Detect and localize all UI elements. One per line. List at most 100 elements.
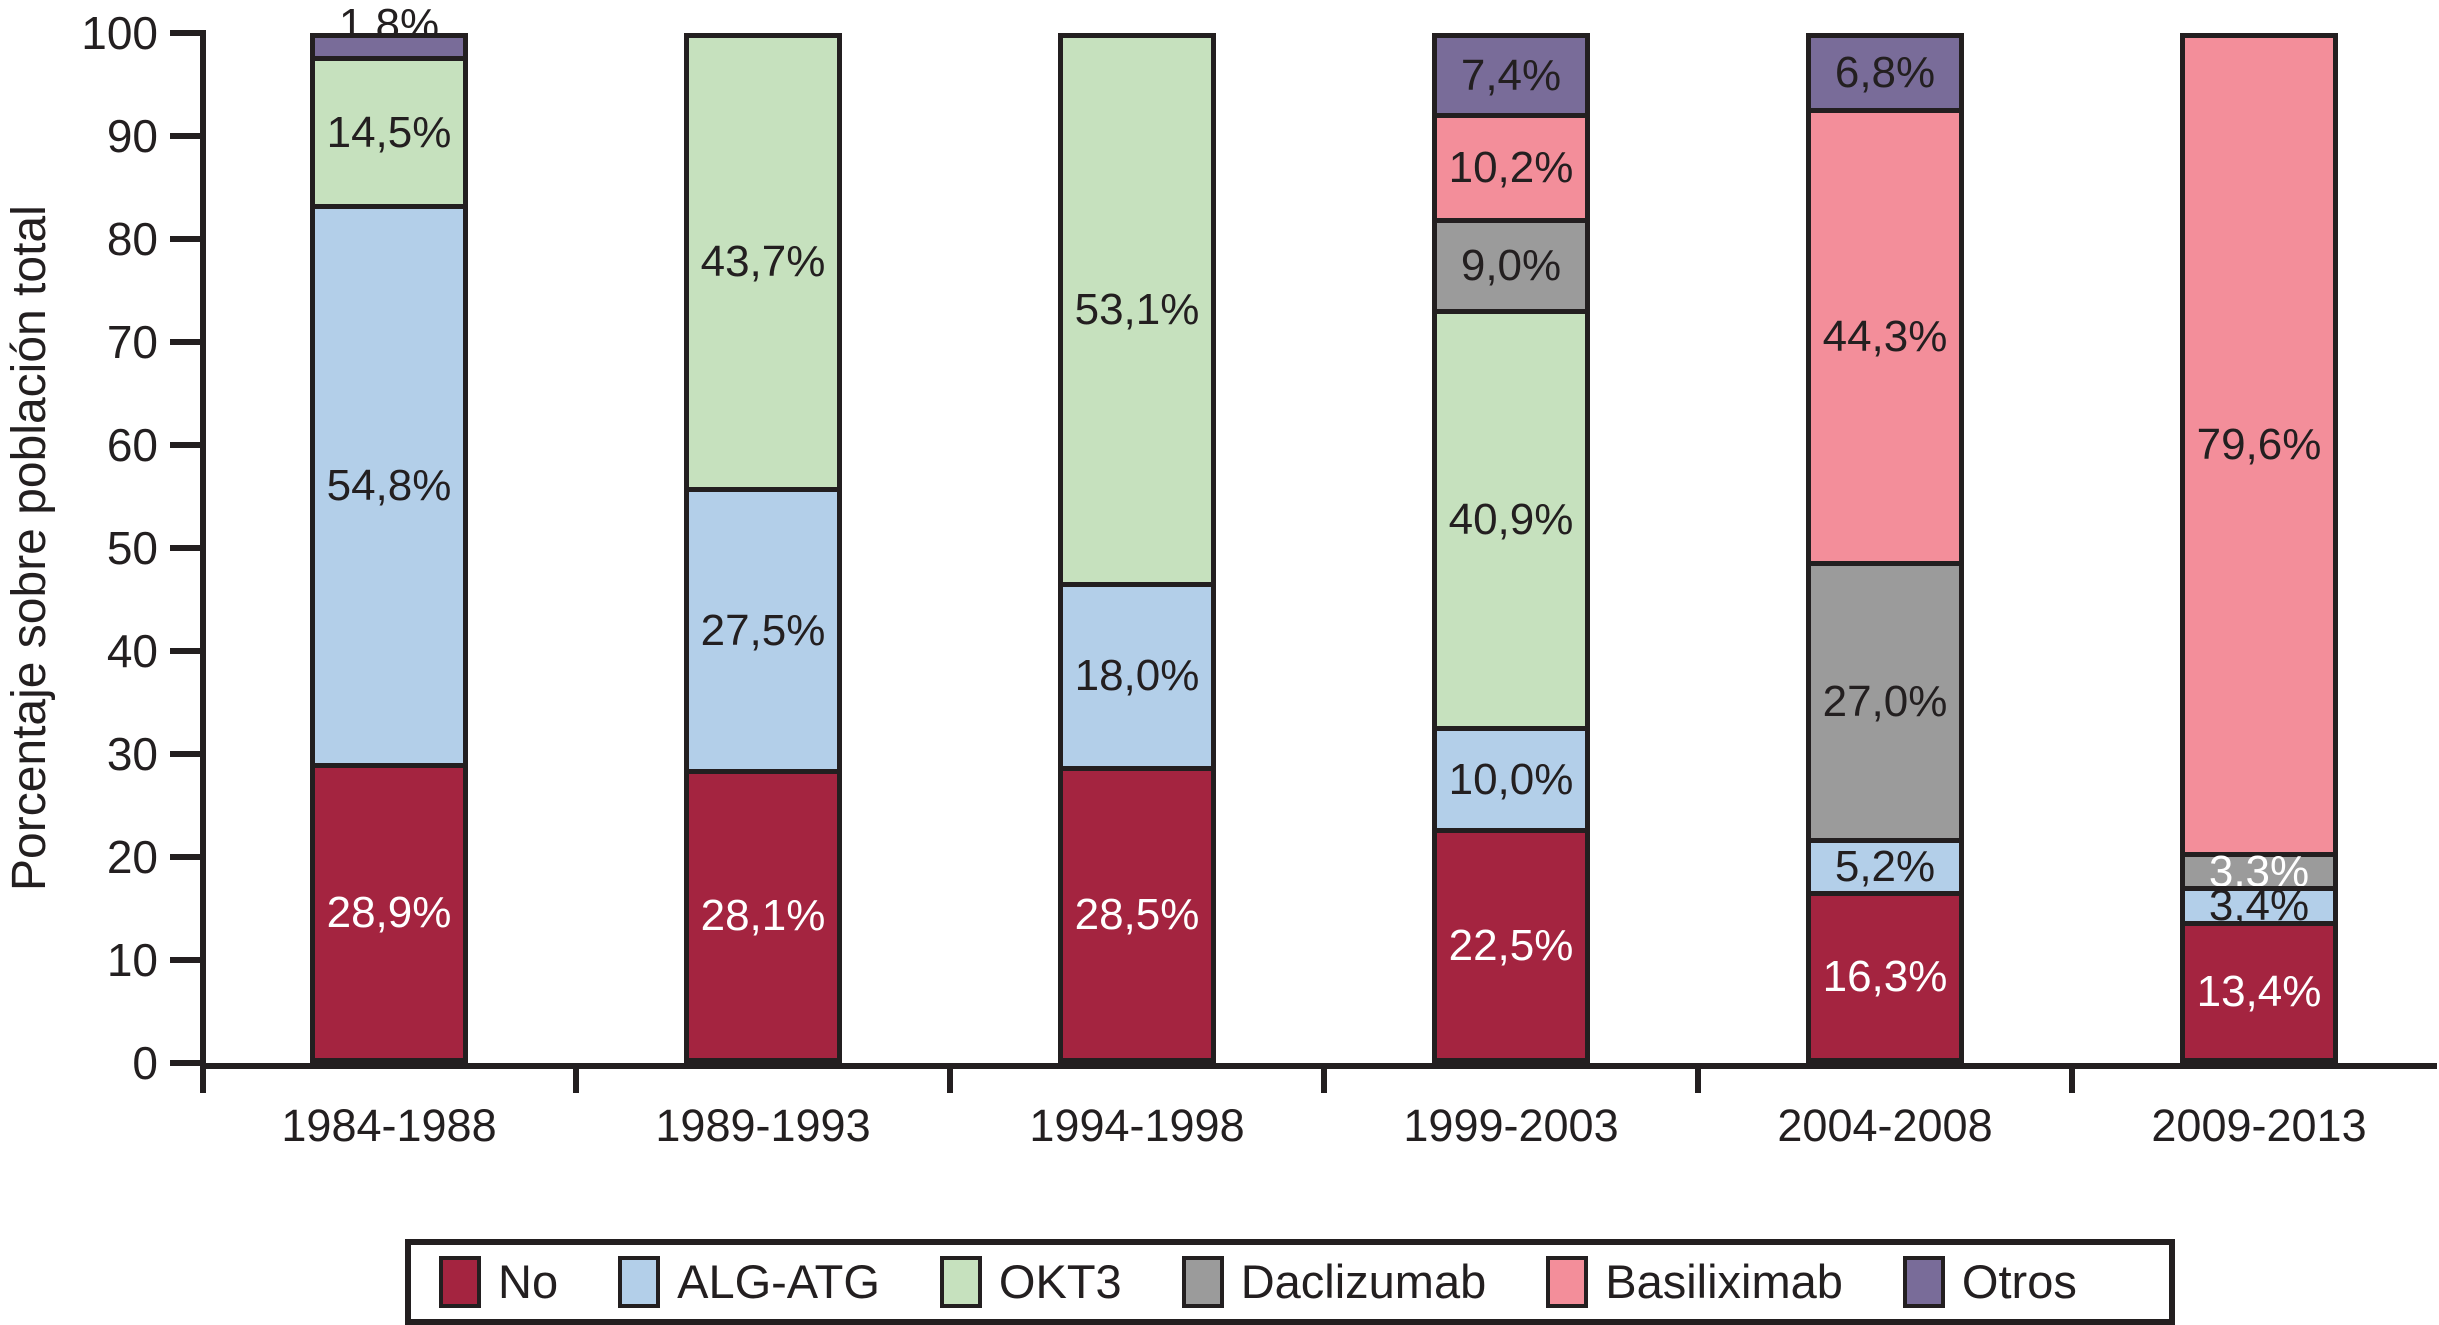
segment-label: 10,2% <box>1448 142 1574 192</box>
segment-label: 3,3% <box>2208 846 2310 896</box>
segment-Otros-1999-2003: 7,4% <box>1437 38 1585 114</box>
y-tick-label: 30 <box>106 728 158 780</box>
y-tick-label: 90 <box>106 110 158 162</box>
y-tick-label: 100 <box>81 7 158 59</box>
segment-No-2004-2008: 16,3% <box>1811 891 1959 1058</box>
legend-label: No <box>498 1255 559 1308</box>
segment-label: 14,5% <box>326 107 452 157</box>
segment-ALG-ATG-1999-2003: 10,0% <box>1437 726 1585 829</box>
segment-Otros-1984-1988 <box>315 38 463 57</box>
y-tick-label: 50 <box>106 522 158 574</box>
x-axis-line <box>200 1063 2437 1069</box>
y-tick <box>170 648 202 654</box>
segment-label: 18,0% <box>1074 651 1200 701</box>
segment-Daclizumab-2009-2013: 3,3% <box>2185 849 2333 893</box>
segment-Basiliximab-2004-2008: 44,3% <box>1811 107 1959 562</box>
x-tick <box>1321 1063 1327 1093</box>
x-category-label: 1989-1993 <box>655 1100 871 1151</box>
segment-OKT3-1999-2003: 40,9% <box>1437 309 1585 727</box>
y-tick-label: 0 <box>132 1037 158 1089</box>
y-tick-label: 40 <box>106 625 158 677</box>
bar-1984-1988: 14,5% 54,8% 28,9% <box>310 33 468 1063</box>
bar-1999-2003: 7,4% 10,2% 9,0% 40,9% 10,0% 22,5% <box>1432 33 1590 1063</box>
legend-label: ALG-ATG <box>677 1255 880 1308</box>
segment-label: 53,1% <box>1074 284 1200 334</box>
legend: No ALG-ATG OKT3 Daclizumab Basiliximab Otros <box>405 1239 2175 1325</box>
legend-swatch-Basiliximab <box>1546 1256 1589 1308</box>
legend-label: OKT3 <box>998 1255 1122 1308</box>
segment-No-2009-2013: 13,4% <box>2185 920 2333 1058</box>
x-category-label: 1994-1998 <box>1029 1100 1245 1151</box>
legend-label: Otros <box>1961 1255 2077 1308</box>
segment-OKT3-1989-1993: 43,7% <box>689 38 837 487</box>
segment-label: 5,2% <box>1834 841 1936 891</box>
segment-label: 43,7% <box>700 237 826 287</box>
segment-label: 28,9% <box>326 888 452 938</box>
y-tick-label: 60 <box>106 419 158 471</box>
segment-label: 40,9% <box>1448 495 1574 545</box>
y-tick <box>170 854 202 860</box>
bar-2004-2008: 6,8% 44,3% 27,0% 5,2% 16,3% <box>1806 33 1964 1063</box>
legend-item-Daclizumab: Daclizumab <box>1181 1256 1486 1308</box>
segment-Basiliximab-2009-2013: 79,6% <box>2185 38 2333 853</box>
segment-label: 9,0% <box>1460 240 1562 290</box>
segment-No-1994-1998: 28,5% <box>1063 766 1211 1058</box>
legend-swatch-ALG-ATG <box>618 1256 661 1308</box>
bar-1989-1993: 43,7% 27,5% 28,1% <box>684 33 842 1063</box>
segment-OKT3-1984-1988: 14,5% <box>315 56 463 205</box>
legend-swatch-Otros <box>1902 1256 1945 1308</box>
segment-Daclizumab-2004-2008: 27,0% <box>1811 561 1959 838</box>
legend-item-Otros: Otros <box>1902 1255 2077 1308</box>
y-tick-label: 80 <box>106 213 158 265</box>
segment-label: 3,4% <box>2208 881 2310 930</box>
legend-item-ALG-ATG: ALG-ATG <box>618 1256 880 1308</box>
y-tick-label: 10 <box>106 934 158 986</box>
segment-label: 28,5% <box>1074 889 1200 939</box>
segment-label: 22,5% <box>1448 920 1574 970</box>
legend-swatch-OKT3 <box>939 1256 982 1308</box>
segment-OKT3-1994-1998: 53,1% <box>1063 38 1211 582</box>
segment-label: 10,0% <box>1448 754 1574 804</box>
y-tick <box>170 957 202 963</box>
segment-label: 54,8% <box>326 461 452 511</box>
x-category-label: 2009-2013 <box>2151 1100 2367 1151</box>
x-tick <box>1695 1063 1701 1093</box>
segment-ALG-ATG-1984-1988: 54,8% <box>315 204 463 764</box>
x-tick <box>573 1063 579 1093</box>
segment-label: 44,3% <box>1822 311 1948 361</box>
segment-ALG-ATG-2009-2013: 3,4% <box>2185 884 2333 928</box>
segment-No-1989-1993: 28,1% <box>689 769 837 1058</box>
segment-label: 16,3% <box>1822 952 1948 1001</box>
y-tick <box>170 30 202 36</box>
y-tick-label: 20 <box>106 831 158 883</box>
legend-label: Basiliximab <box>1605 1255 1843 1308</box>
segment-No-1984-1988: 28,9% <box>315 763 463 1058</box>
segment-No-1999-2003: 22,5% <box>1437 828 1585 1058</box>
legend-item-OKT3: OKT3 <box>939 1255 1122 1308</box>
legend-item-Basiliximab: Basiliximab <box>1546 1256 1843 1308</box>
segment-label: 6,8% <box>1834 47 1936 97</box>
segment-Daclizumab-1999-2003: 9,0% <box>1437 217 1585 310</box>
legend-swatch-Daclizumab <box>1181 1256 1224 1308</box>
y-tick <box>170 339 202 345</box>
y-tick <box>170 133 202 139</box>
segment-label: 79,6% <box>2196 420 2322 470</box>
legend-swatch-No <box>439 1256 481 1308</box>
y-tick-label: 70 <box>106 316 158 368</box>
x-category-label: 1999-2003 <box>1403 1100 1619 1151</box>
legend-item-No: No <box>439 1256 558 1308</box>
segment-label: 27,0% <box>1822 677 1948 727</box>
y-tick <box>170 751 202 757</box>
bar-1994-1998: 53,1% 18,0% 28,5% <box>1058 33 1216 1063</box>
bar-2009-2013: 79,6% 3,3% 3,4% 13,4% <box>2180 33 2338 1063</box>
y-tick <box>170 442 202 448</box>
segment-label: 13,4% <box>2196 966 2322 1016</box>
segment-ALG-ATG-1989-1993: 27,5% <box>689 486 837 770</box>
x-category-label: 1984-1988 <box>281 1100 497 1151</box>
x-tick <box>947 1063 953 1093</box>
segment-label: 28,1% <box>700 891 826 941</box>
y-axis-line <box>200 30 206 1093</box>
x-tick <box>2069 1063 2075 1093</box>
segment-Basiliximab-1999-2003: 10,2% <box>1437 113 1585 218</box>
